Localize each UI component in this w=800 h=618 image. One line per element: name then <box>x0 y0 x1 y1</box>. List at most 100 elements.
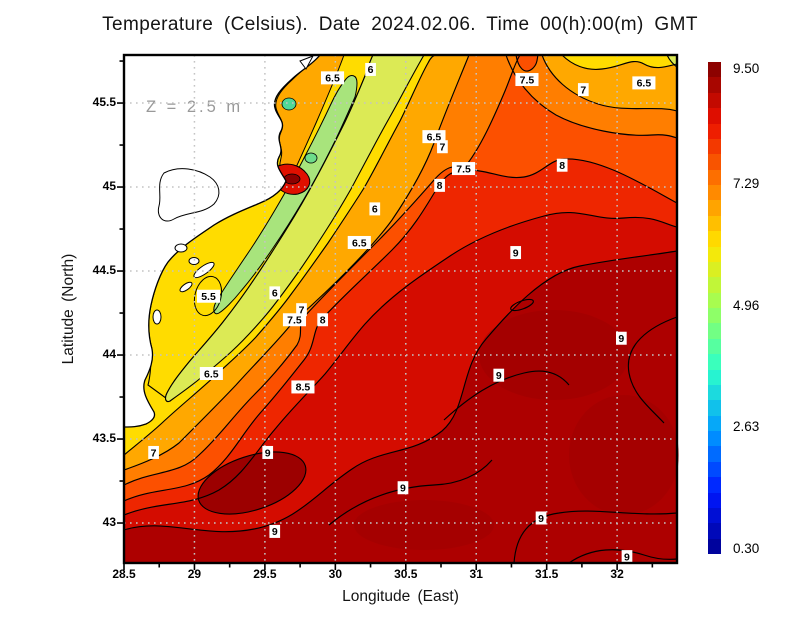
contour-label-text: 6 <box>368 64 374 76</box>
axis-tick-marks <box>117 60 654 570</box>
contour-label-box <box>269 524 281 538</box>
contour-label: 6.5 <box>347 235 371 249</box>
x-tick-label: 30.5 <box>394 567 418 581</box>
colorbar-band <box>708 446 721 462</box>
contour-label-text: 6.5 <box>204 368 219 380</box>
colorbar-band <box>708 215 721 232</box>
contour-label-text: 9 <box>265 447 271 459</box>
contour-label-box <box>196 289 221 303</box>
contour-label-text: 9 <box>513 247 519 259</box>
x-tick-label: 32 <box>610 567 624 581</box>
contour-label-box <box>199 367 223 381</box>
colorbar-band <box>708 108 721 124</box>
contour-label-text: 7 <box>299 304 305 316</box>
contour-label-box <box>369 202 381 216</box>
colorbar-tick-label: 7.29 <box>733 176 760 192</box>
contour-label: 7 <box>148 445 159 459</box>
colorbar-band <box>708 123 721 139</box>
contour-label: 7.5 <box>515 73 539 87</box>
y-tick-label: 44 <box>102 347 116 362</box>
colorbar-band <box>708 200 721 216</box>
contour-label: 7.5 <box>282 313 307 327</box>
colorbar-band <box>708 431 721 447</box>
x-tick-label: 31.5 <box>534 567 559 581</box>
contour-label-text: 8.5 <box>296 382 311 394</box>
contour-label-box <box>493 368 505 382</box>
colorbar-band <box>708 538 721 554</box>
contour-label: 9 <box>269 524 281 538</box>
x-tick-label: 29 <box>187 567 202 581</box>
plot-border <box>122 53 679 565</box>
colorbar-band <box>708 261 721 278</box>
contour-label-text: 9 <box>400 483 406 495</box>
contour-label-text: 7.5 <box>520 74 535 86</box>
colorbar-band <box>708 400 721 416</box>
contour-label-text: 9 <box>496 370 502 382</box>
contour-label: 6 <box>369 202 381 216</box>
contour-label-box <box>282 313 307 327</box>
temperature-field <box>124 54 679 563</box>
contour-label: 9 <box>510 246 522 259</box>
contour-label-text: 8 <box>559 160 565 172</box>
contour-label-text: 8 <box>437 180 443 192</box>
colorbar-band <box>708 277 721 293</box>
x-tick-label: 30 <box>328 567 342 581</box>
contour-label: 8.5 <box>291 380 315 394</box>
colorbar-band <box>708 354 721 370</box>
graticule-gridlines <box>124 55 677 563</box>
contour-label-box <box>632 76 656 90</box>
contour-label-box <box>365 62 376 76</box>
contour-label-box <box>577 83 589 97</box>
contour-label-box <box>422 130 446 144</box>
y-tick-label: 43 <box>102 515 116 530</box>
colorbar-band <box>708 77 721 93</box>
contour-label: 8 <box>434 178 445 192</box>
colorbar-band <box>708 92 721 109</box>
contour-label-text: 6.5 <box>637 78 652 90</box>
colorbar-band <box>708 185 721 201</box>
colorbar-band <box>708 308 721 324</box>
contour-lines <box>123 54 678 564</box>
colorbar-tick-label: 0.30 <box>733 541 760 556</box>
colorbar-band <box>708 62 721 78</box>
colorbar-tick-label: 2.63 <box>733 419 760 435</box>
contour-label: 9 <box>493 368 505 382</box>
contour-label: 6 <box>269 286 281 300</box>
contour-label-box <box>291 380 315 394</box>
figure-title: Temperature (Celsius). Date 2024.02.06. … <box>102 14 698 35</box>
contour-label: 9 <box>615 331 627 345</box>
contour-label: 6.5 <box>199 367 223 381</box>
colorbar-band <box>708 384 721 401</box>
contour-label: 6 <box>365 62 376 76</box>
colorbar-band <box>708 292 721 308</box>
contour-label-box <box>317 313 329 327</box>
contour-label-box <box>535 511 547 525</box>
contour-label-text: 6 <box>272 288 278 300</box>
contour-label-text: 6 <box>372 204 378 216</box>
contour-label-text: 7.5 <box>456 163 471 175</box>
x-tick-label: 31 <box>469 567 483 581</box>
colorbar-band <box>708 507 721 524</box>
contour-label-box <box>615 331 627 345</box>
y-axis-title: Latitude (North) <box>60 253 77 365</box>
colorbar-band <box>708 477 721 493</box>
x-axis-title: Longitude (East) <box>342 588 459 605</box>
contour-label-box <box>296 303 307 317</box>
contour-label: 9 <box>262 445 274 459</box>
contour-label: 6.5 <box>632 76 656 90</box>
y-tick-label: 44.5 <box>92 263 116 278</box>
contour-label-box <box>515 73 539 87</box>
contour-label-box <box>556 158 568 172</box>
contour-label: 7 <box>296 303 307 316</box>
contour-label-box <box>347 235 371 249</box>
contour-label-box <box>320 71 345 85</box>
x-tick-label: 29.5 <box>253 567 277 581</box>
contour-label: 5.5 <box>196 289 221 303</box>
contour-label: 8 <box>317 313 329 327</box>
contour-label: 7 <box>577 83 589 97</box>
contour-label: 6.5 <box>320 71 345 85</box>
colorbar-band <box>708 154 721 170</box>
contour-label-text: 5.5 <box>201 291 216 303</box>
colorbar-band <box>708 461 721 478</box>
